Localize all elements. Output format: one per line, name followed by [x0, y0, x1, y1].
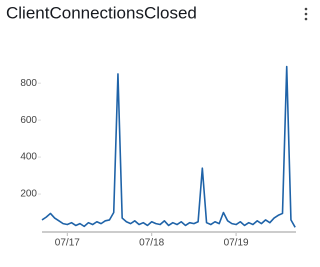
menu-dot	[304, 12, 308, 16]
chart-title: ClientConnectionsClosed	[6, 3, 197, 22]
menu-dot	[304, 17, 308, 21]
menu-button[interactable]	[304, 7, 308, 21]
x-tick-label: 07/18	[139, 238, 164, 249]
chart: ClientConnectionsClosed 200 400 600 800 07/1…	[6, 3, 308, 249]
y-tick-label: 800	[20, 78, 37, 89]
x-tick-label: 07/19	[224, 238, 249, 249]
y-tick-label: 200	[20, 189, 37, 200]
data-line	[41, 65, 296, 228]
y-tick-label: 400	[20, 152, 37, 163]
x-tick-label: 07/17	[55, 238, 80, 249]
menu-dot	[304, 7, 308, 11]
y-tick-label: 600	[20, 115, 37, 126]
